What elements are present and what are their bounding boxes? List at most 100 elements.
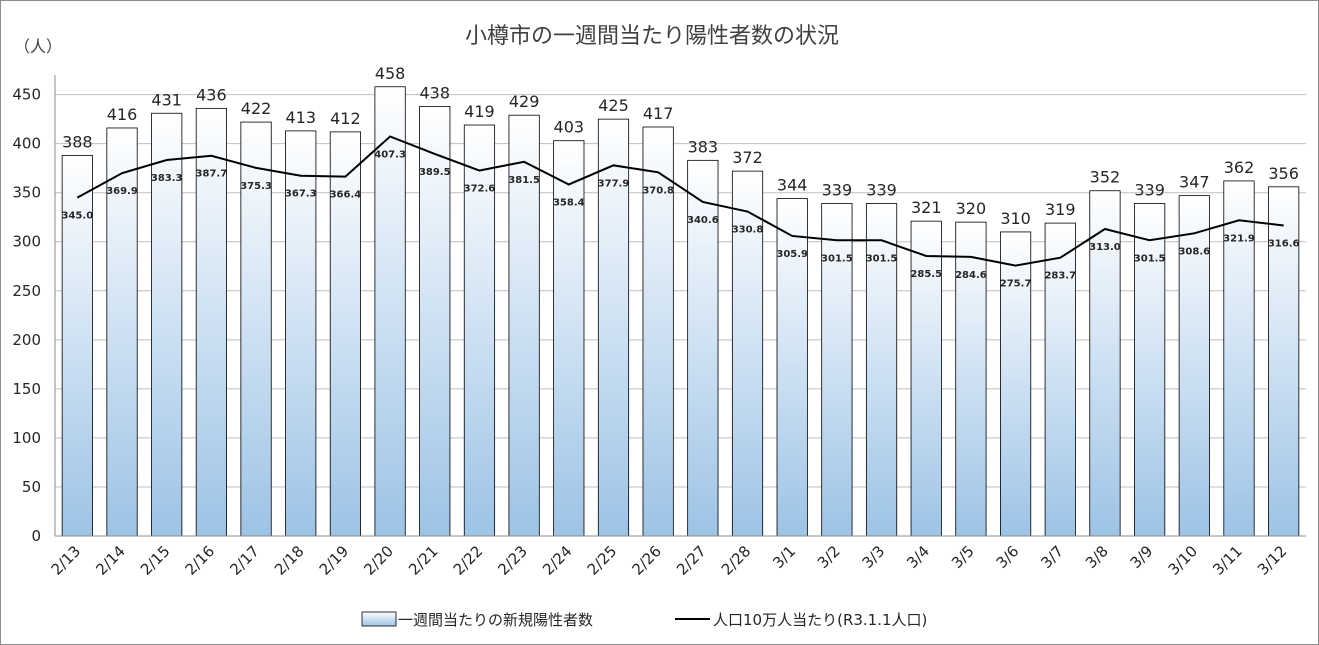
bar <box>999 231 1032 537</box>
bar <box>1134 203 1166 537</box>
line-series <box>76 135 1284 267</box>
line-value-label: 383.3 <box>151 173 183 184</box>
x-tick-label: 2/18 <box>271 542 308 579</box>
line-value-label: 301.5 <box>1134 253 1166 264</box>
bar <box>731 170 764 537</box>
bar-value-label: 319 <box>1045 200 1076 219</box>
bar-value-label: 372 <box>732 148 763 167</box>
line-value-label: 366.4 <box>330 190 362 201</box>
bar <box>285 130 317 537</box>
bar <box>597 118 630 537</box>
bar <box>1223 180 1255 537</box>
line-value-label: 340.6 <box>687 215 719 226</box>
line-value-label: 369.9 <box>106 186 138 197</box>
bar-value-label: 412 <box>330 109 361 128</box>
x-tick-label: 3/11 <box>1209 542 1246 579</box>
bar-value-label: 422 <box>241 99 272 118</box>
bar <box>1044 222 1076 537</box>
line-value-label: 301.5 <box>821 253 853 264</box>
x-tick-label: 2/23 <box>494 542 531 579</box>
y-tick-label: 50 <box>22 478 41 496</box>
x-tick-label: 2/26 <box>628 542 665 579</box>
bar-value-label: 383 <box>688 137 719 156</box>
bar-value-label: 362 <box>1224 158 1255 177</box>
bar <box>865 203 898 537</box>
x-tick-label: 2/24 <box>539 542 576 579</box>
x-tick-label: 2/14 <box>92 542 129 579</box>
x-tick-label: 3/7 <box>1037 542 1067 572</box>
x-tick-label: 2/21 <box>405 542 442 579</box>
line-value-label: 345.0 <box>62 211 94 222</box>
bar-value-label: 347 <box>1179 173 1210 192</box>
bar-value-label: 413 <box>285 108 316 127</box>
bar <box>642 126 674 537</box>
x-tick-label: 2/16 <box>182 542 219 579</box>
bar <box>910 220 942 537</box>
y-tick-label: 450 <box>12 86 41 104</box>
bar <box>1178 195 1210 537</box>
x-tick-label: 3/9 <box>1127 542 1157 572</box>
line-value-label: 407.3 <box>374 149 406 160</box>
line-value-label: 381.5 <box>508 175 540 186</box>
y-tick-label: 200 <box>12 331 41 349</box>
x-tick-label: 3/1 <box>769 542 799 572</box>
x-tick-label: 2/19 <box>316 542 353 579</box>
bar <box>553 140 585 537</box>
y-tick-label: 150 <box>12 380 41 398</box>
legend-line-label: 人口10万人当たり(R3.1.1人口) <box>713 611 927 629</box>
bar-value-label: 321 <box>911 198 942 217</box>
y-tick-label: 400 <box>12 135 41 153</box>
bar-value-label: 352 <box>1090 168 1121 187</box>
bar-value-label: 425 <box>598 96 629 115</box>
line-value-label: 285.5 <box>910 269 942 280</box>
bar <box>821 203 853 537</box>
x-tick-label: 2/20 <box>360 542 397 579</box>
legend-bar-label: 一週間当たりの新規陽性者数 <box>398 611 593 629</box>
bar <box>329 131 362 537</box>
y-tick-label: 0 <box>31 527 41 545</box>
line-value-label: 389.5 <box>419 167 451 178</box>
bar-value-label: 339 <box>866 180 897 199</box>
y-tick-label: 100 <box>12 429 41 447</box>
legend: 一週間当たりの新規陽性者数 人口10万人当たり(R3.1.1人口) <box>361 611 927 629</box>
line-value-label: 372.6 <box>464 184 496 195</box>
x-tick-label: 2/27 <box>673 542 710 579</box>
bar-value-label: 419 <box>464 102 495 121</box>
x-tick-label: 3/8 <box>1082 542 1112 572</box>
x-tick-label: 2/17 <box>226 542 263 579</box>
x-tick-label: 2/28 <box>718 542 755 579</box>
line-value-label: 370.8 <box>642 185 674 196</box>
x-tick-label: 2/25 <box>584 542 621 579</box>
chart-title: 小樽市の一週間当たり陽性者数の状況 <box>465 24 839 49</box>
x-tick-label: 2/22 <box>450 542 487 579</box>
x-tick-label: 3/6 <box>993 542 1023 572</box>
x-tick-label: 3/3 <box>859 542 889 572</box>
line-value-label: 284.6 <box>955 270 987 281</box>
line-value-label: 283.7 <box>1044 271 1076 282</box>
legend-bar-swatch <box>361 611 397 627</box>
bar <box>508 114 540 537</box>
bar <box>1089 190 1121 537</box>
line-value-label: 387.7 <box>196 169 228 180</box>
data-labels: 388 416 431 436 422 413 412 458 438 419 429 403 425 4… <box>62 64 1300 290</box>
bar-value-label: 431 <box>151 90 182 109</box>
y-tick-label: 250 <box>12 282 41 300</box>
bar-value-label: 339 <box>822 180 853 199</box>
line-value-label: 308.6 <box>1178 246 1210 257</box>
line-value-label: 301.5 <box>866 253 898 264</box>
x-tick-label: 2/15 <box>137 542 174 579</box>
bar-value-label: 388 <box>62 132 93 151</box>
bar-value-label: 344 <box>777 176 808 195</box>
line-value-label: 358.4 <box>553 197 585 208</box>
bar-value-label: 438 <box>419 83 450 102</box>
y-tick-label: 350 <box>12 184 41 202</box>
bar-value-label: 403 <box>554 118 585 137</box>
bar-value-label: 320 <box>956 199 987 218</box>
x-tick-label: 3/2 <box>814 542 844 572</box>
x-tick-label: 3/10 <box>1165 542 1202 579</box>
bar-series <box>61 86 1300 537</box>
bar-value-label: 416 <box>107 105 138 124</box>
bar <box>955 221 987 537</box>
bar <box>1268 186 1300 537</box>
